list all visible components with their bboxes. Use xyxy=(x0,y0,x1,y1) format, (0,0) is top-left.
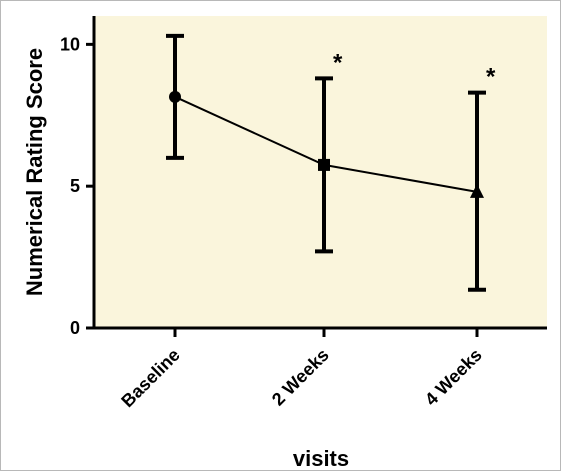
x-tick-label: Baseline xyxy=(117,345,184,412)
y-tick-label: 5 xyxy=(70,176,80,196)
significance-marker: * xyxy=(486,64,496,91)
x-tick-label: 4 Weeks xyxy=(421,345,486,410)
x-tick-label: 2 Weeks xyxy=(268,345,333,410)
y-ticks: 0 5 10 xyxy=(60,34,94,338)
significance-marker: * xyxy=(333,49,343,76)
x-axis-title: visits xyxy=(293,446,349,471)
x-ticks: Baseline 2 Weeks 4 Weeks xyxy=(117,328,486,411)
data-point xyxy=(169,90,181,103)
y-tick-label: 10 xyxy=(60,34,80,54)
data-point xyxy=(470,183,484,198)
y-axis-title: Numerical Rating Score xyxy=(22,48,47,296)
series-layer xyxy=(166,33,486,292)
data-point xyxy=(318,158,330,171)
y-tick-label: 0 xyxy=(70,318,80,338)
annotation-layer: ** xyxy=(333,49,496,90)
plot-background xyxy=(94,16,547,328)
